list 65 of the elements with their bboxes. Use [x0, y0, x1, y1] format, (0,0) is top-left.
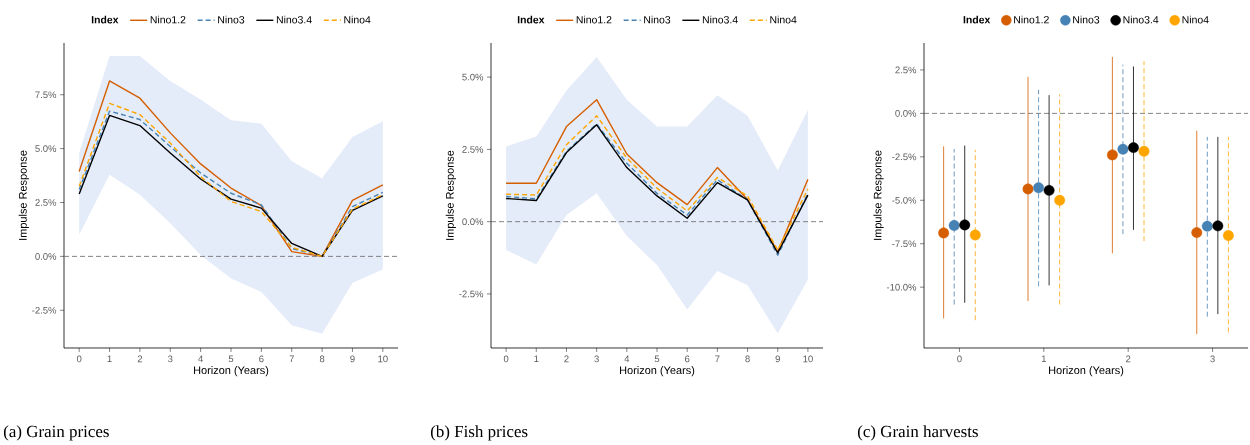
legend-label: Nino3.4 [702, 15, 738, 24]
y-tick-label: -2.5% [459, 290, 484, 298]
y-tick-label: -2.5% [892, 153, 917, 161]
legend-label: Nino3.4 [276, 15, 312, 24]
legend-label: Nino4 [1182, 15, 1209, 24]
legend-label: Nino1.2 [576, 15, 612, 24]
text: (b) Fish prices [430, 425, 528, 441]
y-tick-label: 7.5% [35, 91, 57, 99]
x-tick-label: 4 [624, 355, 630, 363]
x-tick-label: 8 [319, 355, 325, 363]
y-tick-label: 5.0% [462, 73, 484, 81]
y-axis-title: Impulse Response [873, 150, 884, 240]
x-tick-label: 6 [685, 355, 690, 363]
x-tick-label: 1 [1041, 355, 1046, 363]
x-tick-label: 6 [259, 355, 264, 363]
x-tick-label: 0 [503, 355, 509, 363]
x-axis-title: Horizon (Years) [1049, 366, 1124, 377]
x-tick-label: 5 [654, 355, 660, 363]
y-axis-title: Impulse Response [18, 150, 29, 240]
legend-label: Nino3 [1073, 15, 1100, 24]
y-tick-label: 2.5% [35, 199, 57, 206]
y-tick-label: 0.0% [35, 253, 57, 260]
legend-label: Nino4 [770, 15, 797, 24]
x-tick-label: 7 [715, 355, 720, 363]
y-tick-label: -10.0% [886, 283, 917, 291]
x-tick-label: 2 [137, 355, 143, 363]
y-tick-label: -7.5% [892, 240, 917, 248]
text: (c) Grain harvests [857, 425, 978, 441]
x-tick-label: 1 [534, 355, 539, 363]
x-tick-label: 2 [564, 355, 569, 363]
legend-label: Nino3.4 [1123, 15, 1159, 24]
legend-label: Nino3 [644, 15, 671, 24]
legend-label: Nino1.2 [1014, 15, 1049, 24]
y-tick-label: 0.0% [895, 110, 917, 117]
x-tick-label: 2 [1126, 355, 1131, 363]
legend-label: Nino3 [218, 15, 245, 24]
y-tick-label: 2.5% [895, 66, 917, 74]
x-tick-label: 10 [378, 355, 388, 363]
y-axis-title: Impulse Response [445, 150, 456, 240]
y-tick-label: -5.0% [892, 196, 917, 204]
x-tick-label: 3 [1210, 355, 1215, 363]
legend-label: Nino1.2 [150, 15, 186, 24]
y-tick-label: -2.5% [32, 306, 57, 314]
legend-title: Index [963, 15, 991, 24]
x-tick-label: 10 [803, 355, 813, 363]
x-tick-label: 4 [198, 355, 203, 363]
x-tick-label: 9 [350, 355, 355, 363]
x-tick-label: 7 [289, 355, 294, 363]
legend-title: Index [91, 15, 119, 24]
x-tick-label: 0 [76, 355, 82, 363]
x-tick-label: 3 [168, 355, 173, 363]
y-tick-label: 2.5% [462, 146, 484, 153]
y-tick-label: 0.0% [462, 218, 484, 226]
x-tick-label: 9 [775, 355, 780, 363]
x-tick-label: 3 [594, 355, 599, 363]
x-axis-title: Horizon (Years) [620, 366, 695, 377]
legend-title: Index [517, 15, 545, 24]
x-tick-label: 0 [957, 355, 962, 363]
x-tick-label: 1 [107, 355, 112, 363]
text: (a) Grain prices [3, 425, 109, 441]
x-axis-title: Horizon (Years) [194, 366, 269, 377]
x-tick-label: 5 [228, 355, 234, 363]
legend-label: Nino4 [344, 15, 371, 24]
y-tick-label: 5.0% [35, 145, 57, 152]
x-tick-label: 8 [745, 355, 750, 363]
